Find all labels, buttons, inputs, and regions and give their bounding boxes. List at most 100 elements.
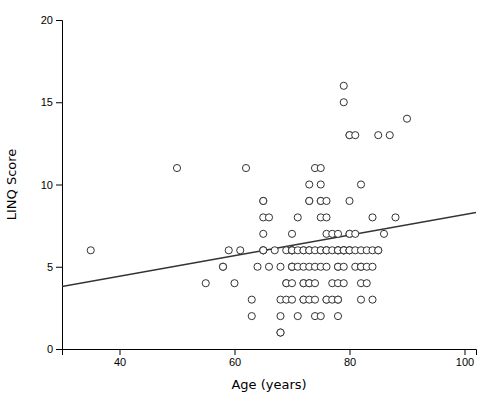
tick-mark	[56, 349, 62, 350]
point	[306, 197, 313, 204]
point	[369, 214, 376, 221]
point	[375, 247, 382, 254]
point	[369, 296, 376, 303]
y-axis-title: LINQ Score	[4, 149, 19, 221]
point	[392, 214, 399, 221]
tick-mark	[56, 102, 62, 103]
point	[202, 280, 209, 287]
tick-label: 60	[229, 356, 241, 368]
tick-label: 20	[41, 14, 53, 26]
tick-mark	[350, 349, 351, 355]
point	[294, 313, 301, 320]
point	[219, 263, 226, 270]
point	[317, 164, 324, 171]
point	[87, 247, 94, 254]
point	[306, 181, 313, 188]
point	[317, 181, 324, 188]
point	[340, 263, 347, 270]
point	[260, 230, 267, 237]
point	[346, 197, 353, 204]
point	[369, 263, 376, 270]
point	[403, 115, 410, 122]
point	[254, 263, 261, 270]
point	[357, 296, 364, 303]
point	[288, 230, 295, 237]
point	[363, 280, 370, 287]
point	[260, 247, 267, 254]
point	[334, 230, 341, 237]
point	[288, 296, 295, 303]
point	[260, 247, 267, 254]
point	[260, 247, 267, 254]
trend-line	[62, 212, 476, 286]
point	[323, 197, 330, 204]
tick-label: 80	[344, 356, 356, 368]
point	[277, 329, 284, 336]
tick-mark	[235, 349, 236, 355]
point	[271, 247, 278, 254]
tick: 100	[456, 349, 474, 368]
point	[219, 263, 226, 270]
tick: 20	[41, 14, 62, 26]
point	[294, 214, 301, 221]
point	[334, 313, 341, 320]
tick-label: 5	[47, 261, 53, 273]
tick-mark	[465, 349, 466, 355]
point	[317, 313, 324, 320]
point	[323, 263, 330, 270]
point	[340, 99, 347, 106]
tick: 60	[229, 349, 241, 368]
tick-mark	[120, 349, 121, 355]
point	[323, 214, 330, 221]
x-axis-title: Age (years)	[231, 377, 306, 392]
point	[225, 247, 232, 254]
point	[277, 329, 284, 336]
point	[248, 296, 255, 303]
tick: 5	[47, 261, 62, 273]
point	[357, 181, 364, 188]
marks	[62, 82, 476, 336]
tick-mark	[56, 20, 62, 21]
point	[242, 164, 249, 171]
point	[386, 132, 393, 139]
tick-mark	[56, 267, 62, 268]
axis-line	[56, 21, 63, 350]
point	[260, 197, 267, 204]
point	[306, 197, 313, 204]
point	[340, 280, 347, 287]
chart: 40 60 80 100 0 5 10 15 20 Age (years) LINQ Score	[0, 0, 500, 401]
point	[173, 164, 180, 171]
point	[265, 214, 272, 221]
point	[277, 263, 284, 270]
point	[288, 280, 295, 287]
point	[248, 313, 255, 320]
tick: 40	[114, 349, 126, 368]
point	[231, 280, 238, 287]
y-axis: 0 5 10 15 20	[41, 14, 63, 355]
tick: 15	[41, 96, 62, 108]
point	[277, 313, 284, 320]
point	[352, 132, 359, 139]
point	[260, 197, 267, 204]
point	[380, 230, 387, 237]
point	[334, 296, 341, 303]
tick-label: 0	[47, 343, 53, 355]
tick: 0	[47, 343, 62, 355]
tick-label: 10	[41, 179, 53, 191]
plot-area: 40 60 80 100 0 5 10 15 20	[41, 14, 477, 368]
point	[311, 280, 318, 287]
point	[375, 132, 382, 139]
point	[334, 296, 341, 303]
point	[311, 296, 318, 303]
tick-label: 40	[114, 356, 126, 368]
point	[237, 247, 244, 254]
tick-mark	[56, 185, 62, 186]
point	[265, 263, 272, 270]
tick-label: 100	[456, 356, 474, 368]
tick: 80	[344, 349, 356, 368]
axis-line	[63, 350, 477, 356]
x-axis: 40 60 80 100	[63, 349, 477, 368]
tick: 10	[41, 179, 62, 191]
point	[340, 82, 347, 89]
tick-label: 15	[41, 96, 53, 108]
